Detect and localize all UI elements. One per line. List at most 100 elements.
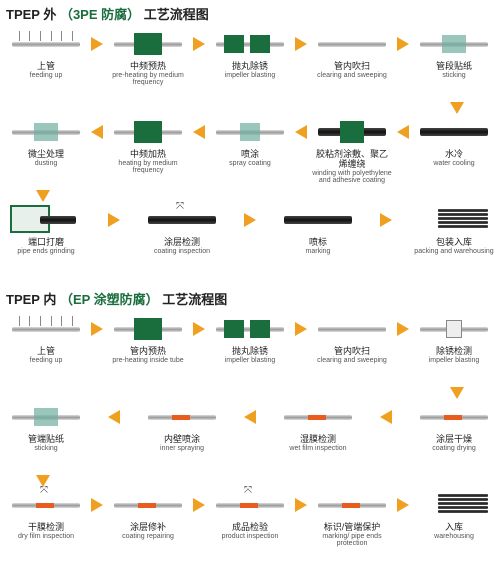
step-label-en: sticking [436, 72, 472, 79]
flow-row: 水冷water cooling 胶粘剂涂敷、聚乙烯缠绕winding with p… [6, 115, 494, 195]
flow-step: 包装入库packing and warehousing [414, 203, 494, 255]
arrow-icon [243, 400, 257, 434]
flow-step: 喷涂spray coating [210, 115, 290, 167]
step-labels: 上管feeding up [30, 347, 63, 364]
step-label-en: impeller blasting [225, 357, 276, 364]
step-icon [214, 312, 286, 346]
step-label-en: clearing and sweeping [317, 357, 387, 364]
step-label-en: impeller blasting [429, 357, 480, 364]
step-icon: ⤧ [214, 488, 286, 522]
step-label-en: spray coating [229, 160, 271, 167]
step-labels: 管端贴纸sticking [28, 435, 64, 452]
arrow-icon [396, 27, 410, 61]
step-icon [112, 27, 184, 61]
step-label-cn: 湿膜检测 [289, 435, 346, 445]
step-label-en: coating repairing [122, 533, 174, 540]
step-label-en: coating drying [432, 445, 476, 452]
step-label-en: dusting [28, 160, 64, 167]
step-label-en: wet film inspection [289, 445, 346, 452]
step-label-en: winding with polyethylene and adhesive c… [312, 170, 392, 185]
step-label-cn: 微尘处理 [28, 150, 64, 160]
flow-step: 微尘处理dusting [6, 115, 86, 167]
step-icon: ⤧ [146, 203, 218, 237]
arrow-icon [107, 203, 121, 237]
step-labels: 管段贴纸sticking [436, 62, 472, 79]
section-title: TPEP 外 （3PE 防腐） 工艺流程图 [6, 4, 494, 23]
step-label-en: dry film inspection [18, 533, 74, 540]
step-icon: ⤧ [10, 488, 82, 522]
step-labels: 管内吹扫clearing and sweeping [317, 62, 387, 79]
step-labels: 湿膜检测wet film inspection [289, 435, 346, 452]
flow-step: 水冷water cooling [414, 115, 494, 167]
flow-row: 涂层干燥coating drying 湿膜检测wet film inspectio… [6, 400, 494, 480]
step-label-en: sticking [28, 445, 64, 452]
flow-step: ⤧成品检验product inspection [210, 488, 290, 540]
arrow-icon [243, 203, 257, 237]
step-labels: 涂层修补coating repairing [122, 523, 174, 540]
step-icon [10, 115, 82, 149]
step-label-en: product inspection [222, 533, 279, 540]
step-label-en: heating by medium frequency [108, 160, 188, 175]
step-label-cn: 管端贴纸 [28, 435, 64, 445]
arrow-icon [90, 27, 104, 61]
step-icon [112, 488, 184, 522]
flow-step: 抛丸除锈impeller blasting [210, 27, 290, 79]
step-label-en: feeding up [30, 357, 63, 364]
step-labels: 端口打磨pipe ends grinding [17, 238, 74, 255]
step-icon [10, 312, 82, 346]
title-part: 工艺流程图 [140, 7, 209, 22]
title-part: （EP 涂塑防腐） [60, 292, 159, 307]
step-label-cn: 包装入库 [414, 238, 493, 248]
step-labels: 管内吹扫clearing and sweeping [317, 347, 387, 364]
title-part: TPEP 内 [6, 292, 60, 307]
section-title: TPEP 内 （EP 涂塑防腐） 工艺流程图 [6, 289, 494, 308]
step-label-en: feeding up [30, 72, 63, 79]
arrow-icon [294, 488, 308, 522]
step-label-cn: 上管 [30, 347, 63, 357]
arrow-icon [396, 488, 410, 522]
step-labels: 胶粘剂涂敷、聚乙烯缠绕winding with polyethylene and… [312, 150, 392, 184]
flow-row: 端口打磨pipe ends grinding⤧涂层检测coating inspe… [6, 203, 494, 283]
step-labels: 涂层干燥coating drying [432, 435, 476, 452]
step-icon [214, 27, 286, 61]
step-label-en: pre-heating by medium frequency [108, 72, 188, 87]
step-labels: 内壁喷涂inner spraying [160, 435, 204, 452]
flow-step: 胶粘剂涂敷、聚乙烯缠绕winding with polyethylene and… [312, 115, 392, 184]
flow-step: 涂层干燥coating drying [414, 400, 494, 452]
step-label-cn: 内壁喷涂 [160, 435, 204, 445]
step-label-cn: 水冷 [433, 150, 474, 160]
flow-step: 管内吹扫clearing and sweeping [312, 312, 392, 364]
step-labels: 包装入库packing and warehousing [414, 238, 493, 255]
step-icon [316, 312, 388, 346]
step-icon [418, 203, 490, 237]
step-labels: 上管feeding up [30, 62, 63, 79]
arrow-icon [192, 115, 206, 149]
arrow-icon [90, 488, 104, 522]
flow-step: 内壁喷涂inner spraying [142, 400, 222, 452]
arrow-icon [107, 400, 121, 434]
step-label-cn: 端口打磨 [17, 238, 74, 248]
flow-section: TPEP 内 （EP 涂塑防腐） 工艺流程图上管feeding up管内预热pr… [0, 285, 500, 568]
step-label-en: packing and warehousing [414, 248, 493, 255]
flow-row: ⤧干膜检测dry film inspection涂层修补coating repa… [6, 488, 494, 568]
step-icon [214, 115, 286, 149]
flow-step: 除锈检测impeller blasting [414, 312, 494, 364]
arrow-icon [294, 115, 308, 149]
step-icon [316, 488, 388, 522]
step-label-cn: 管内吹扫 [317, 62, 387, 72]
step-icon [112, 312, 184, 346]
step-labels: 入库warehousing [434, 523, 474, 540]
step-label-en: water cooling [433, 160, 474, 167]
step-label-en: warehousing [434, 533, 474, 540]
step-label-cn: 标识/管端保护 [312, 523, 392, 533]
step-icon [10, 27, 82, 61]
step-label-en: marking [306, 248, 331, 255]
step-label-cn: 管内预热 [112, 347, 183, 357]
flow-step: 上管feeding up [6, 27, 86, 79]
step-label-cn: 胶粘剂涂敷、聚乙烯缠绕 [312, 150, 392, 170]
step-icon [418, 115, 490, 149]
arrow-icon [379, 400, 393, 434]
step-label-en: pre-heating inside tube [112, 357, 183, 364]
step-labels: 喷标marking [306, 238, 331, 255]
flow-step: 标识/管端保护marking/ pipe ends protection [312, 488, 392, 548]
